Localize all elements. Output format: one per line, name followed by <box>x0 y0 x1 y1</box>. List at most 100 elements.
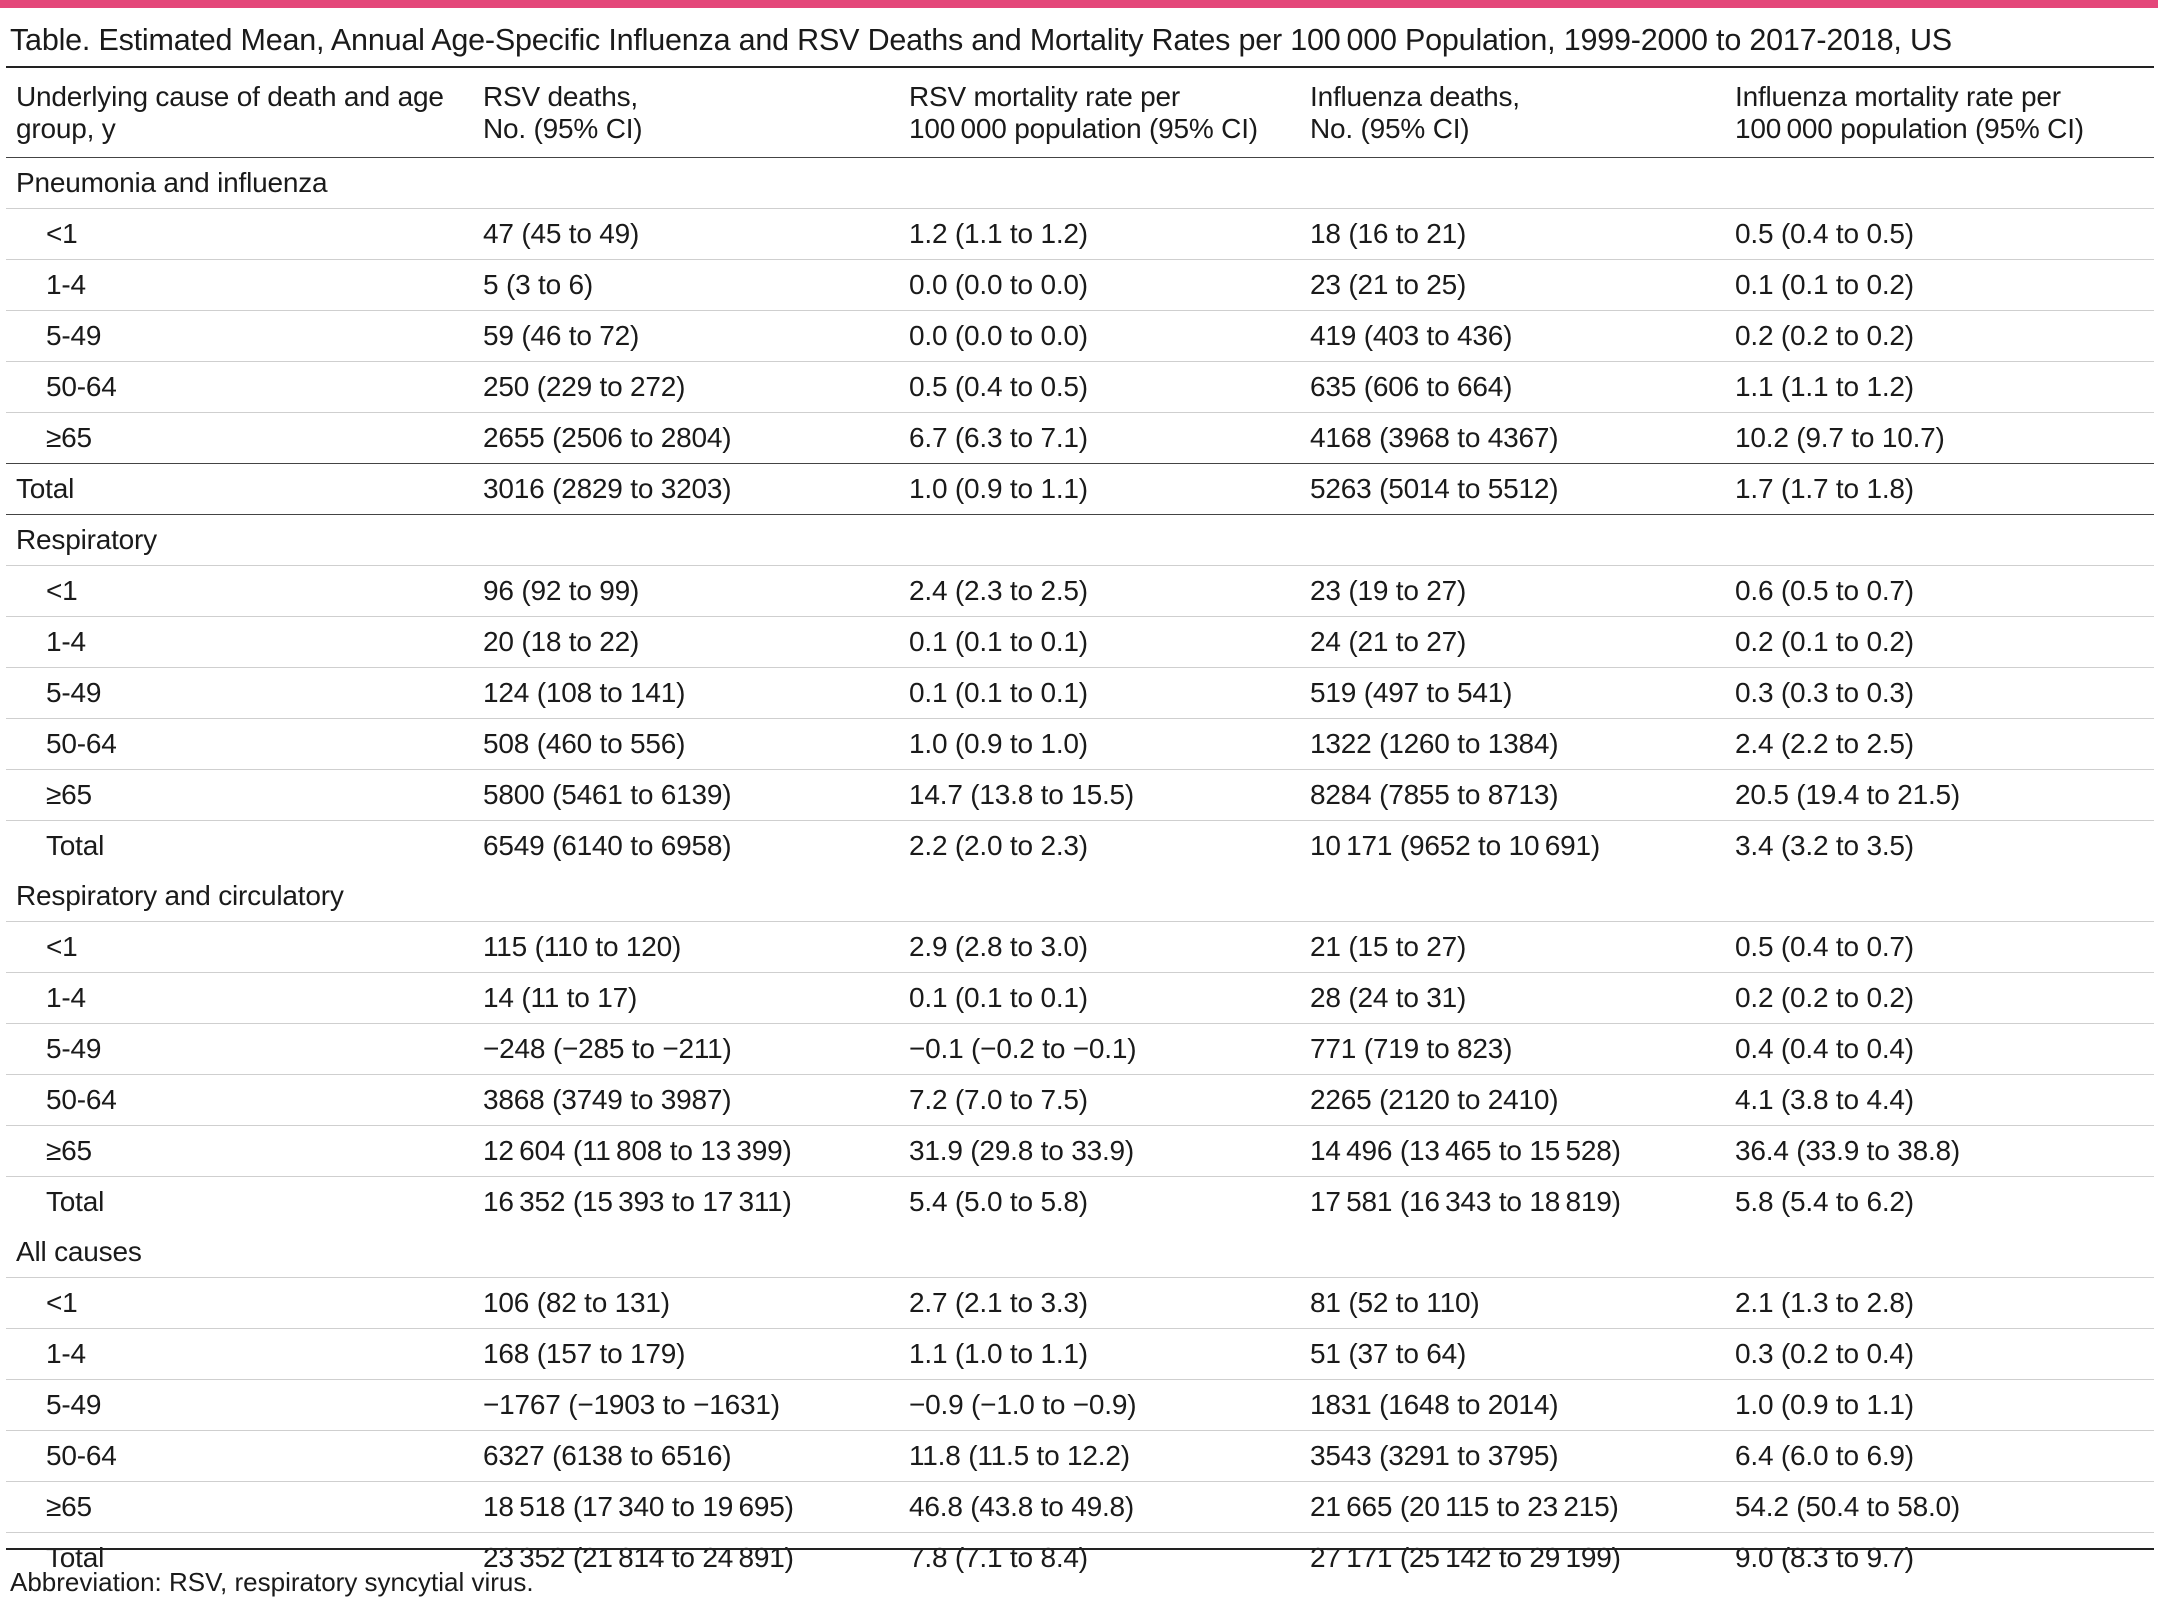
value-cell: −1767 (−1903 to −1631) <box>473 1378 899 1430</box>
value-cell: 20 (18 to 22) <box>473 615 899 667</box>
value-cell: 5800 (5461 to 6139) <box>473 768 899 820</box>
value-cell: 21 665 (20 115 to 23 215) <box>1300 1480 1725 1532</box>
col-header-rsv-deaths: RSV deaths, No. (95% CI) <box>473 75 899 158</box>
section-label: Respiratory and circulatory <box>16 879 344 911</box>
value-cell: 519 (497 to 541) <box>1300 666 1725 718</box>
value-cell: 2265 (2120 to 2410) <box>1300 1073 1725 1125</box>
value-cell: 9.0 (8.3 to 9.7) <box>1725 1531 2154 1583</box>
value-cell: 115 (110 to 120) <box>473 920 899 972</box>
value-cell: 3543 (3291 to 3795) <box>1300 1429 1725 1481</box>
value-cell: 1.1 (1.1 to 1.2) <box>1725 360 2154 412</box>
col-header-cause: Underlying cause of death and age group, … <box>6 75 473 158</box>
mortality-table: Underlying cause of death and age group, … <box>6 75 2154 1583</box>
value-cell: 5.8 (5.4 to 6.2) <box>1725 1175 2154 1227</box>
bottom-rule <box>6 1548 2154 1550</box>
age-group-cell: <1 <box>6 920 473 972</box>
table-title: Table. Estimated Mean, Annual Age-Specif… <box>10 23 1952 57</box>
value-cell: 1.7 (1.7 to 1.8) <box>1725 462 2154 515</box>
age-group-cell: Total <box>6 1531 473 1583</box>
age-group-cell: <1 <box>6 564 473 616</box>
value-cell: 0.3 (0.2 to 0.4) <box>1725 1327 2154 1379</box>
table-row: <1 96 (92 to 99) 2.4 (2.3 to 2.5) 23 (19 to… <box>6 564 2154 616</box>
value-cell: 0.2 (0.2 to 0.2) <box>1725 309 2154 361</box>
table-row: 1-4 14 (11 to 17) 0.1 (0.1 to 0.1) 28 (24 t… <box>6 971 2154 1023</box>
value-cell: 54.2 (50.4 to 58.0) <box>1725 1480 2154 1532</box>
value-cell: 3016 (2829 to 3203) <box>473 462 899 515</box>
value-cell: 7.8 (7.1 to 8.4) <box>899 1531 1300 1583</box>
value-cell: 2.2 (2.0 to 2.3) <box>899 819 1300 871</box>
value-cell: 2.4 (2.3 to 2.5) <box>899 564 1300 616</box>
section-label: All causes <box>16 1235 142 1267</box>
age-group-cell: Total <box>6 819 473 871</box>
age-group-cell: 50-64 <box>6 360 473 412</box>
value-cell: 36.4 (33.9 to 38.8) <box>1725 1124 2154 1176</box>
value-cell: 18 518 (17 340 to 19 695) <box>473 1480 899 1532</box>
value-cell: 0.3 (0.3 to 0.3) <box>1725 666 2154 718</box>
value-cell: −0.1 (−0.2 to −0.1) <box>899 1022 1300 1074</box>
value-cell: 6.4 (6.0 to 6.9) <box>1725 1429 2154 1481</box>
section-row: Pneumonia and influenza <box>6 157 2154 208</box>
table-row: 1-4 5 (3 to 6) 0.0 (0.0 to 0.0) 23 (21 to 2… <box>6 258 2154 310</box>
age-group-cell: 50-64 <box>6 1073 473 1125</box>
table-row: <1 106 (82 to 131) 2.7 (2.1 to 3.3) 81 (52 … <box>6 1276 2154 1328</box>
value-cell: 46.8 (43.8 to 49.8) <box>899 1480 1300 1532</box>
total-row: Total 3016 (2829 to 3203) 1.0 (0.9 to 1.1)… <box>6 462 2154 515</box>
value-cell: 250 (229 to 272) <box>473 360 899 412</box>
value-cell: 3.4 (3.2 to 3.5) <box>1725 819 2154 871</box>
value-cell: 31.9 (29.8 to 33.9) <box>899 1124 1300 1176</box>
value-cell: 7.2 (7.0 to 7.5) <box>899 1073 1300 1125</box>
value-cell: 6327 (6138 to 6516) <box>473 1429 899 1481</box>
value-cell: 106 (82 to 131) <box>473 1276 899 1328</box>
table-row: 5-49 −1767 (−1903 to −1631) −0.9 (−1.0 to … <box>6 1378 2154 1430</box>
value-cell: 3868 (3749 to 3987) <box>473 1073 899 1125</box>
value-cell: 0.5 (0.4 to 0.5) <box>899 360 1300 412</box>
value-cell: 10 171 (9652 to 10 691) <box>1300 819 1725 871</box>
age-group-cell: 5-49 <box>6 1022 473 1074</box>
section-row: All causes <box>6 1227 2154 1278</box>
table-row: ≥65 12 604 (11 808 to 13 399) 31.9 (29.8 t… <box>6 1124 2154 1176</box>
table-row: 50-64 250 (229 to 272) 0.5 (0.4 to 0.5) 635… <box>6 360 2154 412</box>
value-cell: 23 352 (21 814 to 24 891) <box>473 1531 899 1583</box>
table-row: <1 47 (45 to 49) 1.2 (1.1 to 1.2) 18 (16 to… <box>6 207 2154 259</box>
value-cell: 14.7 (13.8 to 15.5) <box>899 768 1300 820</box>
value-cell: 12 604 (11 808 to 13 399) <box>473 1124 899 1176</box>
table-row: 50-64 3868 (3749 to 3987) 7.2 (7.0 to 7.5)… <box>6 1073 2154 1125</box>
total-row: Total 16 352 (15 393 to 17 311) 5.4 (5.0 t… <box>6 1175 2154 1227</box>
value-cell: 419 (403 to 436) <box>1300 309 1725 361</box>
value-cell: 5 (3 to 6) <box>473 258 899 310</box>
value-cell: 81 (52 to 110) <box>1300 1276 1725 1328</box>
value-cell: 0.4 (0.4 to 0.4) <box>1725 1022 2154 1074</box>
value-cell: 1.0 (0.9 to 1.1) <box>1725 1378 2154 1430</box>
age-group-cell: 1-4 <box>6 258 473 310</box>
value-cell: 8284 (7855 to 8713) <box>1300 768 1725 820</box>
table-row: 5-49 −248 (−285 to −211) −0.1 (−0.2 to −0.… <box>6 1022 2154 1074</box>
value-cell: 24 (21 to 27) <box>1300 615 1725 667</box>
value-cell: 124 (108 to 141) <box>473 666 899 718</box>
value-cell: 4168 (3968 to 4367) <box>1300 411 1725 463</box>
table-row: ≥65 5800 (5461 to 6139) 14.7 (13.8 to 15.5… <box>6 768 2154 820</box>
age-group-cell: <1 <box>6 207 473 259</box>
value-cell: 14 (11 to 17) <box>473 971 899 1023</box>
value-cell: 4.1 (3.8 to 4.4) <box>1725 1073 2154 1125</box>
value-cell: 5263 (5014 to 5512) <box>1300 462 1725 515</box>
col-header-flu-rate: Influenza mortality rate per 100 000 popu… <box>1725 75 2154 158</box>
age-group-cell: 1-4 <box>6 971 473 1023</box>
value-cell: 17 581 (16 343 to 18 819) <box>1300 1175 1725 1227</box>
table-row: 50-64 508 (460 to 556) 1.0 (0.9 to 1.0) 132… <box>6 717 2154 769</box>
value-cell: 2.4 (2.2 to 2.5) <box>1725 717 2154 769</box>
age-group-cell: Total <box>6 1175 473 1227</box>
age-group-cell: ≥65 <box>6 1124 473 1176</box>
value-cell: 2.1 (1.3 to 2.8) <box>1725 1276 2154 1328</box>
age-group-cell: <1 <box>6 1276 473 1328</box>
section-row: Respiratory and circulatory <box>6 871 2154 922</box>
table-row: <1 115 (110 to 120) 2.9 (2.8 to 3.0) 21 (15… <box>6 920 2154 972</box>
value-cell: 0.5 (0.4 to 0.5) <box>1725 207 2154 259</box>
table-row: 5-49 124 (108 to 141) 0.1 (0.1 to 0.1) 519 … <box>6 666 2154 718</box>
value-cell: 10.2 (9.7 to 10.7) <box>1725 411 2154 463</box>
value-cell: 59 (46 to 72) <box>473 309 899 361</box>
value-cell: 1.1 (1.0 to 1.1) <box>899 1327 1300 1379</box>
header-row: Underlying cause of death and age group, … <box>6 75 2154 158</box>
col-header-flu-deaths: Influenza deaths, No. (95% CI) <box>1300 75 1725 158</box>
value-cell: 1322 (1260 to 1384) <box>1300 717 1725 769</box>
age-group-cell: 50-64 <box>6 717 473 769</box>
